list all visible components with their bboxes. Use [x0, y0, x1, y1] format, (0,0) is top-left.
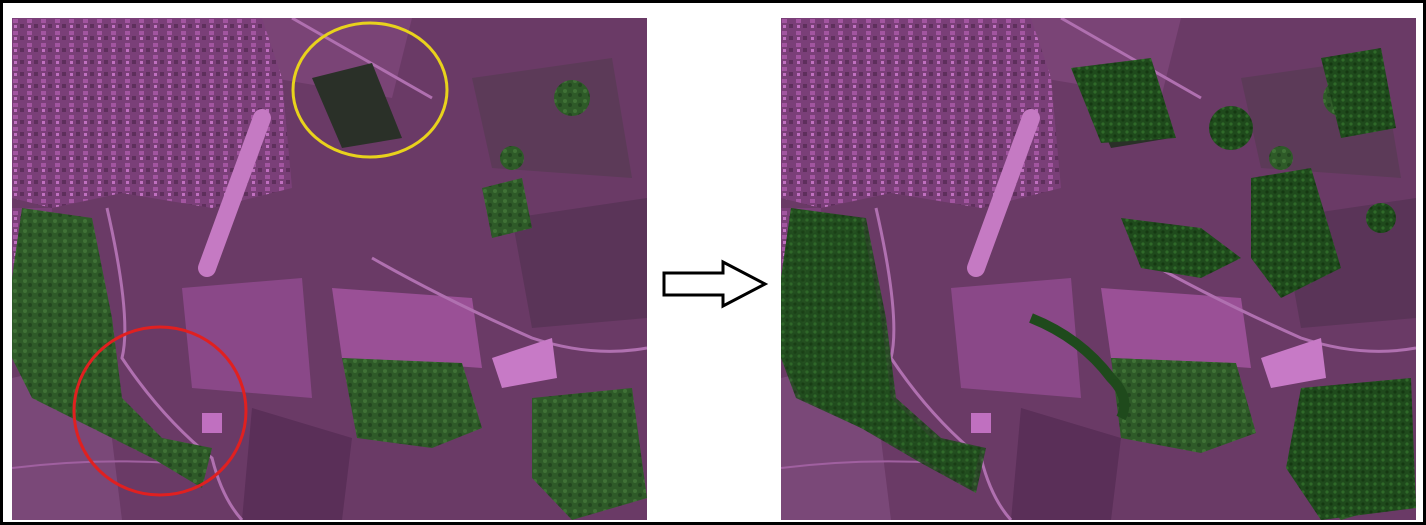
original-image [12, 18, 647, 520]
figure [0, 0, 1426, 525]
processed-image [781, 18, 1416, 520]
page [0, 0, 1426, 525]
